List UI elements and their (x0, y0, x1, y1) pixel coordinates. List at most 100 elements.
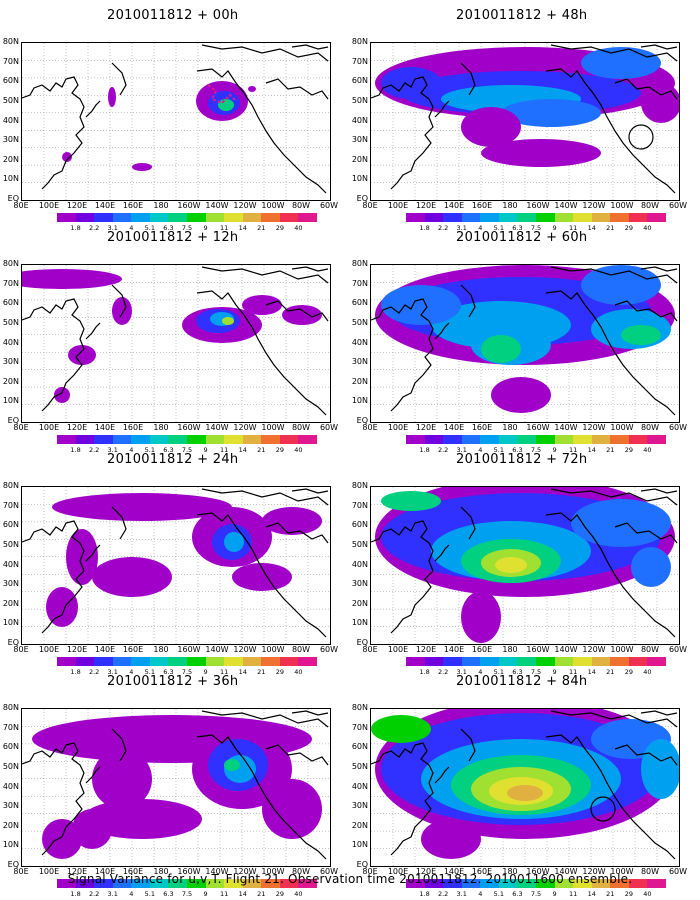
colorbar-label: 21 (257, 668, 266, 676)
variance-shade (108, 87, 116, 107)
colorbar-label: 2.2 (437, 668, 449, 676)
colorbar-swatch (75, 657, 95, 666)
colorbar-swatch (168, 657, 187, 666)
latitude-label: 60N (2, 298, 19, 308)
variance-shade (381, 491, 441, 511)
longitude-label: 80E (13, 423, 29, 432)
variance-shade (72, 809, 112, 849)
colorbar-swatch (591, 435, 611, 444)
longitude-label: 100E (387, 423, 409, 432)
colorbar-swatch (517, 213, 536, 222)
longitude-label: 160W (177, 867, 201, 876)
coastline (640, 44, 678, 50)
colorbar-swatch (591, 657, 611, 666)
variance-shade (132, 163, 152, 171)
colorbar (57, 657, 317, 666)
longitude-label: 80E (13, 201, 29, 210)
colorbar-label: 4 (129, 224, 134, 232)
coastline (22, 742, 85, 856)
colorbar-swatch (424, 435, 444, 444)
colorbar-label: 9 (203, 890, 208, 898)
colorbar-swatch (279, 657, 299, 666)
colorbar-swatch (554, 879, 574, 888)
colorbar-label: 14 (587, 668, 596, 676)
latitude-label: 80N (2, 37, 19, 46)
variance-shade (571, 499, 671, 547)
longitude-label: 180 (153, 423, 169, 432)
variance-shade (92, 557, 172, 597)
longitude-label: 80E (362, 423, 378, 432)
colorbar-swatch (554, 213, 574, 222)
coastline (550, 710, 678, 728)
longitude-label: 120E (66, 423, 88, 432)
latitude-label: 70N (2, 278, 19, 288)
colorbar-swatch (261, 213, 280, 222)
latitude-label: 70N (351, 56, 368, 66)
colorbar-label: 6.3 (512, 224, 523, 232)
latitude-label: 60N (2, 742, 19, 752)
coastline (545, 734, 676, 860)
colorbar-label: 11 (220, 446, 229, 454)
colorbar-swatch (610, 879, 629, 888)
colorbar-label: 3.1 (107, 890, 118, 898)
longitude-label: 180 (502, 867, 518, 876)
colorbar-swatch (424, 879, 444, 888)
latitude-label: 30N (2, 357, 19, 367)
colorbar-swatch (298, 435, 317, 444)
coastline (640, 710, 678, 716)
coastline (85, 766, 101, 784)
longitude-label: 140E (94, 423, 116, 432)
coastline (434, 544, 450, 562)
colorbar-swatch (168, 879, 187, 888)
longitude-label: 120W (582, 645, 606, 654)
colorbar-label: 4 (129, 668, 134, 676)
colorbar-swatch (406, 435, 425, 444)
coastline (291, 488, 329, 494)
colorbar-swatch (186, 657, 206, 666)
latitude-label: 40N (351, 781, 368, 791)
longitude-label: 180 (502, 201, 518, 210)
colorbar-swatch (480, 213, 499, 222)
longitude-label: 160W (526, 423, 550, 432)
colorbar-swatch (261, 657, 280, 666)
latitude-label: 10N (2, 840, 19, 850)
colorbar-swatch (647, 435, 666, 444)
colorbar-swatch (406, 879, 425, 888)
longitude-label: 80W (640, 201, 660, 210)
colorbar-swatch (535, 213, 555, 222)
coastline (265, 78, 329, 100)
map-plot (21, 42, 331, 201)
colorbar-label: 2.2 (88, 224, 100, 232)
colorbar-swatch (480, 657, 499, 666)
colorbar-swatch (279, 435, 299, 444)
latitude-label: 50N (351, 95, 368, 105)
colorbar-swatch (168, 213, 187, 222)
coastline (545, 512, 676, 638)
longitude-label: 100W (261, 423, 285, 432)
variance-shade (54, 387, 70, 403)
latitude-label: EQ (356, 638, 368, 647)
coastline (291, 44, 329, 50)
colorbar-swatch (443, 435, 462, 444)
coastline (460, 728, 476, 762)
latitude-label: 50N (2, 539, 19, 549)
colorbar-swatch (535, 879, 555, 888)
coastline (196, 68, 327, 194)
colorbar-swatch (75, 879, 95, 888)
longitude-label: 160E (122, 645, 144, 654)
longitude-label: 60W (319, 423, 339, 432)
colorbar-swatch (57, 657, 76, 666)
colorbar-label: 1.8 (70, 668, 81, 676)
colorbar-swatch (647, 657, 666, 666)
variance-shade (92, 749, 152, 809)
colorbar-label: 5.1 (493, 890, 505, 898)
latitude-label: 60N (351, 298, 368, 308)
panel-title: 2010011812 + 84h (456, 674, 588, 689)
longitude-label: 80E (13, 867, 29, 876)
map-plot (21, 264, 331, 423)
colorbar-swatch (480, 435, 499, 444)
longitude-label: 80W (291, 867, 311, 876)
colorbar-swatch (573, 213, 592, 222)
variance-shade (481, 335, 521, 363)
latitude-label: 70N (351, 278, 368, 288)
